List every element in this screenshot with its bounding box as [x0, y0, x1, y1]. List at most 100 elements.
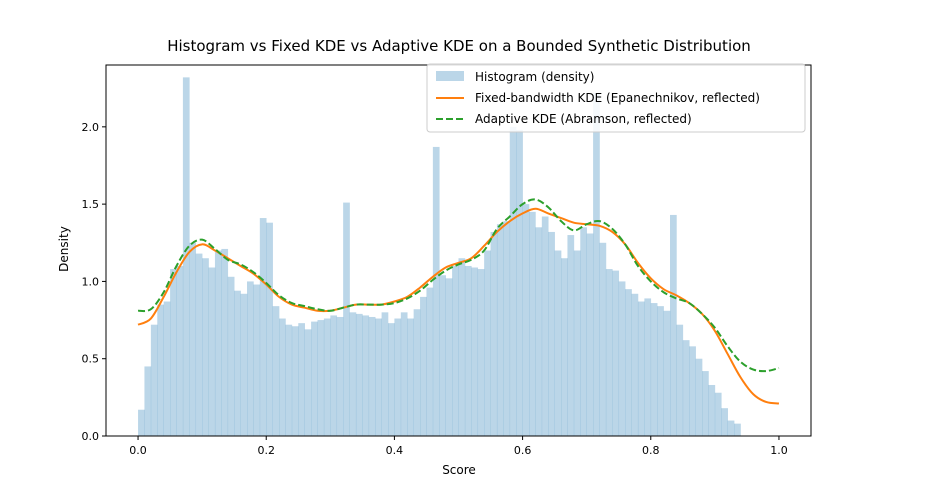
- y-tick-label: 0.0: [82, 430, 100, 443]
- histogram-bar: [573, 250, 581, 436]
- histogram-bar: [375, 318, 382, 436]
- histogram-bar: [727, 420, 735, 436]
- histogram-bar: [266, 222, 273, 436]
- histogram-bar: [503, 221, 511, 436]
- histogram-bar: [676, 324, 684, 436]
- histogram-bar: [464, 265, 472, 436]
- chart-title: Histogram vs Fixed KDE vs Adaptive KDE o…: [167, 37, 751, 55]
- histogram-bar: [548, 231, 555, 436]
- histogram-bar: [458, 258, 466, 436]
- histogram-bar: [612, 270, 620, 436]
- histogram-bar: [413, 309, 421, 436]
- y-axis-ticks: 0.0 0.5 1.0 1.5 2.0: [82, 121, 106, 443]
- histogram-bar: [195, 253, 203, 436]
- x-tick-label: 0.2: [257, 444, 275, 457]
- histogram-bar: [471, 267, 479, 436]
- y-tick-label: 1.0: [82, 275, 100, 288]
- y-tick-label: 2.0: [82, 121, 100, 134]
- histogram-bar: [554, 250, 562, 436]
- legend-label-adaptive-kde: Adaptive KDE (Abramson, reflected): [475, 112, 692, 126]
- histogram-bar: [247, 281, 254, 436]
- histogram-bar: [240, 293, 248, 436]
- histogram-bar: [657, 306, 664, 436]
- histogram-bar: [394, 318, 402, 436]
- histogram-bar: [157, 304, 164, 436]
- histogram-bar: [272, 306, 280, 436]
- histogram-bar: [381, 312, 389, 436]
- histogram-bar: [561, 258, 568, 436]
- histogram-bar: [234, 290, 241, 436]
- histogram-bar: [343, 202, 350, 436]
- histogram-bar: [317, 320, 325, 436]
- histogram-bar: [734, 423, 741, 436]
- histogram-bar: [426, 287, 434, 436]
- histogram-bar: [144, 366, 152, 436]
- histogram-bar: [695, 358, 703, 436]
- histogram-bar: [509, 126, 517, 436]
- histogram-bar: [304, 329, 312, 436]
- histogram-bar: [202, 258, 209, 436]
- histogram-bar: [599, 242, 607, 436]
- histogram-bar: [541, 216, 549, 436]
- legend: Histogram (density) Fixed-bandwidth KDE …: [426, 63, 806, 133]
- histogram-bar: [445, 278, 453, 436]
- histogram-bar: [452, 265, 459, 436]
- histogram-bar: [138, 409, 145, 436]
- histogram-bar: [388, 323, 395, 436]
- x-axis-label: Score: [442, 463, 476, 477]
- histogram-bar: [496, 224, 504, 436]
- histogram-bar: [221, 248, 229, 436]
- histogram-bar: [625, 289, 632, 436]
- histogram-bar: [336, 316, 344, 436]
- histogram-bar: [227, 276, 235, 436]
- histogram-bar: [285, 324, 293, 436]
- histogram-bar: [176, 265, 184, 436]
- legend-box: [426, 63, 806, 133]
- x-tick-label: 0.4: [386, 444, 404, 457]
- histogram-bar: [721, 408, 728, 436]
- histogram-bar: [714, 392, 722, 436]
- histogram-bar: [362, 315, 370, 436]
- histogram-bar: [535, 227, 543, 436]
- x-axis-ticks: 0.0 0.2 0.4 0.6 0.8 1.0: [129, 436, 788, 457]
- histogram-bar: [349, 312, 357, 436]
- histogram-bar: [253, 284, 261, 436]
- legend-label-histogram: Histogram (density): [475, 70, 594, 84]
- histogram-bar: [214, 250, 222, 436]
- legend-swatch-histogram: [436, 71, 464, 81]
- histogram-bar: [490, 231, 498, 436]
- histogram-bar: [279, 318, 286, 436]
- kde-lines: [137, 198, 780, 405]
- histogram-bar: [368, 316, 376, 436]
- histogram-bar: [708, 384, 716, 436]
- histogram-bar: [516, 129, 523, 437]
- y-tick-label: 1.5: [82, 198, 100, 211]
- histogram-bar: [323, 318, 331, 436]
- histogram-bar: [618, 281, 626, 436]
- histogram-bar: [355, 313, 363, 436]
- x-tick-label: 0.6: [514, 444, 532, 457]
- histogram-bar: [644, 298, 652, 436]
- histogram-bar: [637, 301, 645, 436]
- histogram-bar: [702, 371, 709, 436]
- y-tick-label: 0.5: [82, 353, 100, 366]
- histogram-bar: [298, 323, 305, 436]
- histogram-bar: [163, 301, 171, 436]
- histogram-bar: [400, 312, 408, 436]
- x-tick-label: 0.0: [129, 444, 147, 457]
- histogram-bar: [291, 326, 299, 436]
- histogram-bar: [170, 269, 177, 436]
- histogram-bar: [663, 310, 671, 436]
- histogram-bar: [189, 242, 197, 436]
- histogram-bar: [522, 204, 530, 437]
- histogram-bar: [567, 235, 575, 436]
- histogram-bar: [529, 211, 536, 436]
- histogram-bar: [432, 146, 440, 436]
- legend-label-fixed-kde: Fixed-bandwidth KDE (Epanechnikov, refle…: [475, 91, 760, 105]
- histogram-bar: [311, 321, 318, 436]
- x-tick-label: 1.0: [770, 444, 788, 457]
- histogram-bar: [208, 267, 216, 436]
- histogram-bar: [477, 269, 485, 436]
- histogram-bar: [586, 233, 594, 436]
